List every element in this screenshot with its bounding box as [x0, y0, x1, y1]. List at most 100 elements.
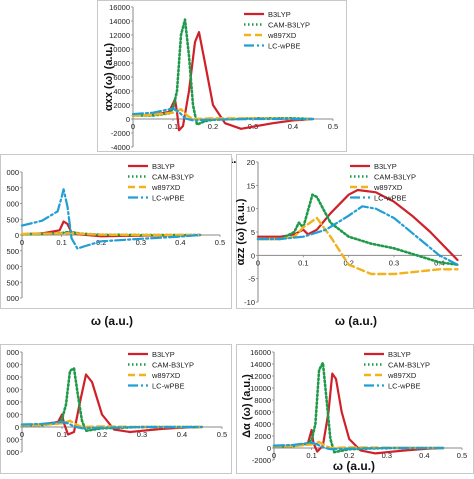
legend-label: B3LYP: [268, 10, 291, 19]
x-tick-label: 0.5: [328, 122, 338, 131]
legend-label: CAM-B3LYP: [388, 361, 430, 370]
legend-label: B3LYP: [388, 350, 411, 359]
y-tick-label: 5: [251, 228, 255, 237]
y-tick-label: 10: [247, 205, 255, 214]
y-tick-label: 6000: [254, 408, 271, 417]
x-tick-label: 0.1: [168, 122, 178, 131]
x-tick-label: 0.2: [208, 122, 218, 131]
y-tick-label: -2000: [111, 129, 130, 138]
x-axis-label: ω (a.u.): [333, 459, 375, 473]
legend-label: LC-wPBE: [388, 382, 421, 391]
legend-label: w897XD: [373, 183, 403, 192]
x-tick-label: 0: [20, 430, 24, 439]
x-axis-label: ω (a.u.): [91, 314, 133, 328]
legend-label: LC-wPBE: [152, 382, 185, 391]
x-tick-label: 0.3: [389, 258, 399, 267]
y-tick-label: 000: [6, 348, 19, 357]
y-tick-label: 000: [6, 200, 19, 209]
x-tick-label: 0.4: [175, 238, 185, 247]
x-tick-label: 0.5: [215, 238, 225, 247]
x-tick-label: 0.1: [56, 238, 66, 247]
y-tick-label: 4000: [113, 87, 130, 96]
legend-label: B3LYP: [152, 350, 175, 359]
y-tick-label: 14000: [250, 360, 271, 369]
y-axis-label: αxx (ω) (a.u.): [103, 43, 115, 111]
y-tick-label: 000: [6, 448, 19, 457]
chart-panel-1: -4000-2000020004000600080001000012000140…: [97, 0, 347, 166]
legend-label: w897XD: [267, 31, 297, 40]
legend-label: CAM-B3LYP: [152, 173, 194, 182]
y-tick-label: 000: [6, 398, 19, 407]
y-axis-label: αzz (ω) (a.u.): [235, 198, 247, 265]
legend-label: CAM-B3LYP: [152, 361, 194, 370]
y-tick-label: 12000: [109, 31, 130, 40]
x-tick-label: 0.4: [419, 451, 429, 460]
y-tick-label: 10000: [109, 45, 130, 54]
x-tick-label: 0.2: [96, 238, 106, 247]
y-tick-label: 500: [6, 184, 19, 193]
legend-label: LC-wPBE: [152, 194, 185, 203]
legend-label: w897XD: [387, 371, 417, 380]
series-line-lc-wpbe: [256, 205, 459, 266]
legend-label: LC-wPBE: [268, 42, 301, 51]
x-tick-label: 0.5: [457, 451, 467, 460]
y-tick-label: 10000: [250, 384, 271, 393]
y-tick-label: 000: [6, 411, 19, 420]
y-tick-label: 0: [15, 231, 19, 240]
x-tick-label: 0.5: [217, 430, 227, 439]
y-tick-label: 2000: [254, 432, 271, 441]
y-tick-label: 000: [6, 436, 19, 445]
legend-label: w897XD: [151, 371, 181, 380]
x-tick-label: 0.4: [288, 122, 298, 131]
x-tick-label: 0.3: [382, 451, 392, 460]
y-tick-label: 000: [6, 168, 19, 177]
y-axis-label: Δα (ω) (a.u.): [241, 374, 253, 438]
x-tick-label: 0: [131, 122, 135, 131]
series-line-lc-wpbe: [272, 441, 445, 451]
y-tick-label: 000: [6, 386, 19, 395]
y-tick-label: 0: [126, 115, 130, 124]
y-tick-label: 0: [267, 444, 271, 453]
y-tick-label: 000: [6, 373, 19, 382]
y-tick-label: 000: [6, 294, 19, 303]
legend-label: LC-wPBE: [374, 194, 407, 203]
y-tick-label: 16000: [250, 348, 271, 357]
legend-label: w897XD: [151, 183, 181, 192]
series-line-w897xd: [256, 216, 459, 276]
series-line-lc-wpbe: [20, 420, 204, 430]
y-tick-label: 2000: [113, 101, 130, 110]
x-tick-label: 0.1: [57, 430, 67, 439]
y-tick-label: -2000: [252, 456, 271, 465]
x-tick-label: 0.3: [137, 430, 147, 439]
x-tick-label: 0.1: [306, 451, 316, 460]
y-tick-label: -5: [248, 275, 255, 284]
x-tick-label: 0.2: [97, 430, 107, 439]
y-tick-label: 15: [247, 181, 255, 190]
series-line-cam-b3lyp: [256, 193, 459, 266]
series-line-b3lyp: [20, 373, 204, 436]
chart-panel-5: -200002000400060008000100001200014000160…: [236, 344, 474, 474]
y-tick-label: 500: [6, 247, 19, 256]
legend-label: CAM-B3LYP: [268, 21, 310, 30]
y-tick-label: 8000: [254, 396, 271, 405]
legend-label: CAM-B3LYP: [374, 173, 416, 182]
y-tick-label: 000: [6, 361, 19, 370]
y-tick-label: 4000: [254, 420, 271, 429]
x-tick-label: 0: [20, 238, 24, 247]
x-tick-label: 0.3: [136, 238, 146, 247]
y-tick-label: 12000: [250, 372, 271, 381]
x-axis-label: ω (a.u.): [335, 314, 377, 328]
x-tick-label: 0: [272, 451, 276, 460]
y-tick-label: 000: [6, 263, 19, 272]
series-line-w897xd: [20, 231, 202, 237]
chart-frame: [236, 154, 474, 309]
legend-label: B3LYP: [374, 162, 397, 171]
legend-label: B3LYP: [152, 162, 175, 171]
y-tick-label: 6000: [113, 73, 130, 82]
x-tick-label: 0.1: [298, 258, 308, 267]
y-tick-label: -10: [244, 298, 255, 307]
